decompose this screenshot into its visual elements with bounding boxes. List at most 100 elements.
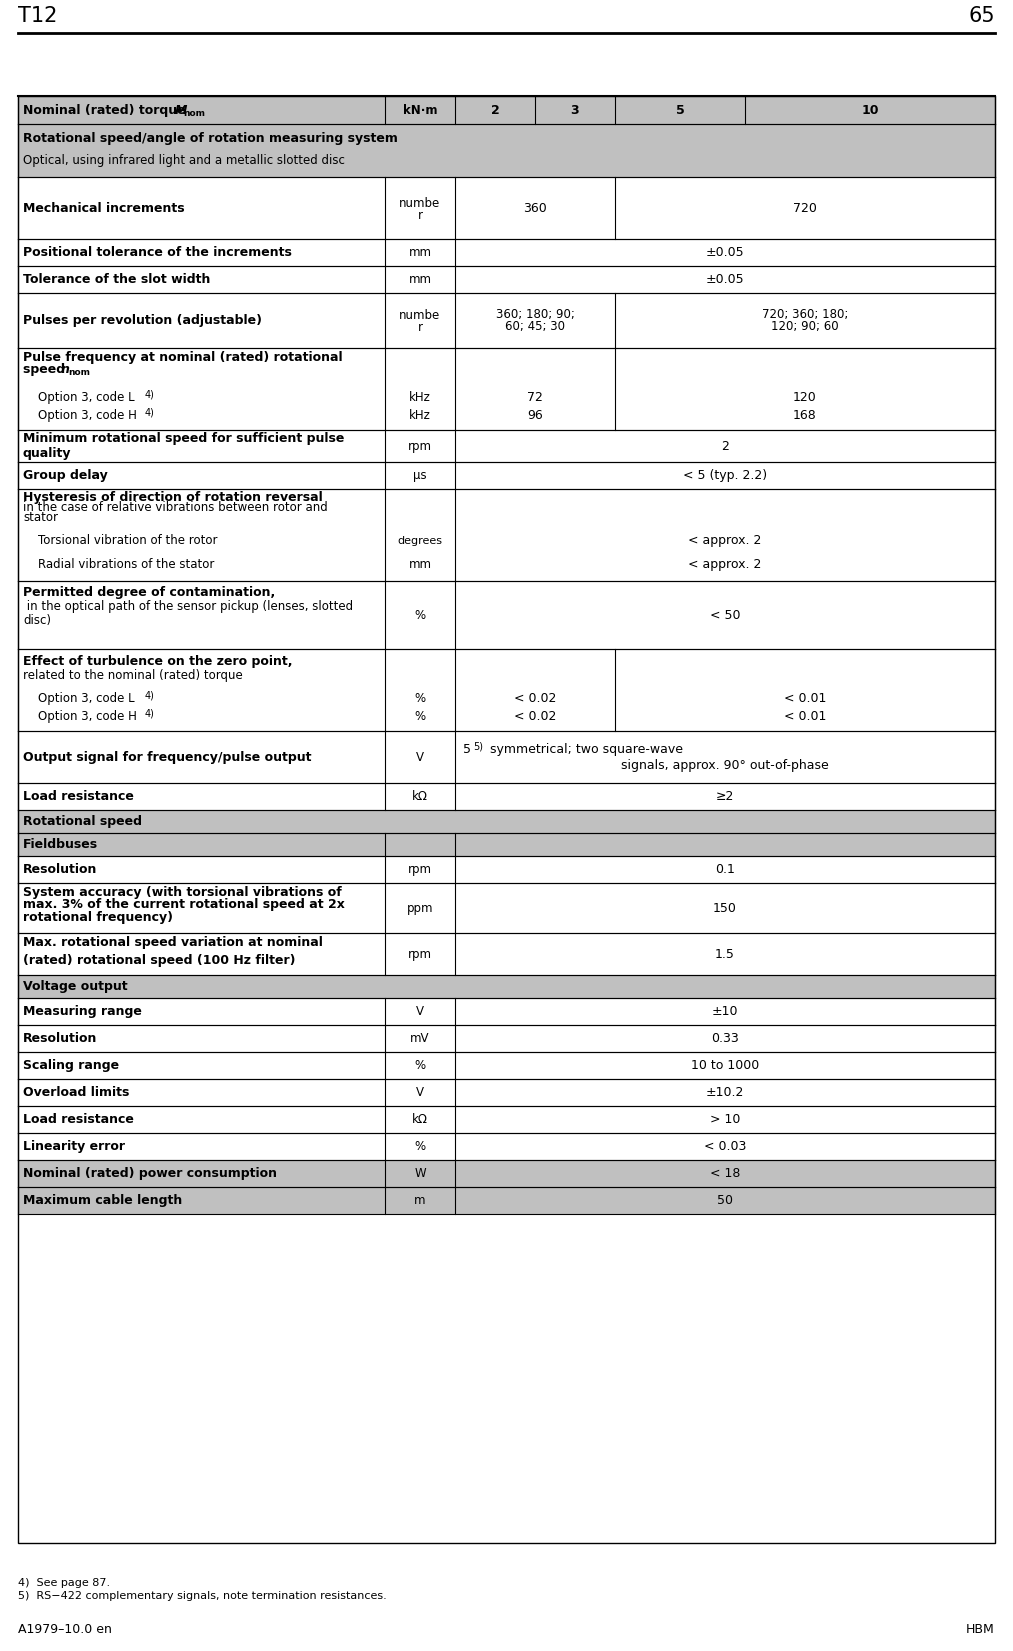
- Bar: [455, 783, 995, 811]
- Bar: [18, 834, 995, 855]
- Text: 120; 90; 60: 120; 90; 60: [771, 320, 839, 334]
- Bar: [385, 1106, 455, 1133]
- Text: Tolerance of the slot width: Tolerance of the slot width: [23, 272, 211, 286]
- Bar: [455, 292, 615, 348]
- Text: in the case of relative vibrations between rotor and: in the case of relative vibrations betwe…: [23, 500, 328, 513]
- Text: quality: quality: [23, 446, 72, 459]
- Text: W: W: [414, 1167, 425, 1180]
- Text: disc): disc): [23, 614, 51, 627]
- Text: Hysteresis of direction of rotation reversal: Hysteresis of direction of rotation reve…: [23, 490, 323, 504]
- Text: Resolution: Resolution: [23, 863, 97, 877]
- Text: 65: 65: [968, 7, 995, 26]
- Text: rotational frequency): rotational frequency): [23, 910, 173, 923]
- Text: < 0.03: < 0.03: [704, 1139, 747, 1152]
- Bar: [385, 1025, 455, 1052]
- Text: max. 3% of the current rotational speed at 2x: max. 3% of the current rotational speed …: [23, 898, 344, 911]
- Bar: [385, 1187, 455, 1213]
- Bar: [455, 462, 995, 489]
- Text: rpm: rpm: [408, 439, 432, 452]
- Text: 4): 4): [145, 390, 155, 400]
- Bar: [18, 348, 385, 429]
- Text: Radial vibrations of the stator: Radial vibrations of the stator: [38, 558, 215, 571]
- Text: Maximum cable length: Maximum cable length: [23, 1194, 182, 1207]
- Bar: [18, 1161, 385, 1187]
- Text: Output signal for frequency/pulse output: Output signal for frequency/pulse output: [23, 751, 312, 763]
- Text: kΩ: kΩ: [412, 789, 428, 802]
- Text: Linearity error: Linearity error: [23, 1139, 125, 1152]
- Text: ±0.05: ±0.05: [706, 246, 745, 259]
- Text: kHz: kHz: [409, 391, 431, 404]
- Bar: [455, 1106, 995, 1133]
- Bar: [615, 292, 995, 348]
- Text: V: V: [416, 1086, 424, 1100]
- Bar: [18, 883, 385, 933]
- Bar: [18, 783, 385, 811]
- Text: in the optical path of the sensor pickup (lenses, slotted: in the optical path of the sensor pickup…: [23, 601, 354, 613]
- Text: 168: 168: [793, 409, 816, 421]
- Bar: [455, 1025, 995, 1052]
- Bar: [18, 266, 385, 292]
- Text: ±0.05: ±0.05: [706, 272, 745, 286]
- Text: 72: 72: [527, 391, 543, 404]
- Bar: [385, 239, 455, 266]
- Text: 96: 96: [527, 409, 543, 421]
- Text: mm: mm: [408, 272, 432, 286]
- Text: 720; 360; 180;: 720; 360; 180;: [762, 309, 848, 320]
- Bar: [18, 96, 995, 1544]
- Text: Pulses per revolution (adjustable): Pulses per revolution (adjustable): [23, 314, 262, 327]
- Text: speed: speed: [23, 363, 70, 376]
- Text: System accuracy (with torsional vibrations of: System accuracy (with torsional vibratio…: [23, 885, 341, 898]
- Text: %: %: [414, 1139, 425, 1152]
- Bar: [385, 855, 455, 883]
- Text: symmetrical; two square-wave: symmetrical; two square-wave: [486, 743, 683, 756]
- Bar: [455, 1133, 995, 1161]
- Text: ±10: ±10: [712, 1005, 738, 1019]
- Bar: [18, 429, 385, 462]
- Text: 0.33: 0.33: [711, 1032, 738, 1045]
- Text: 60; 45; 30: 60; 45; 30: [505, 320, 565, 334]
- Text: Voltage output: Voltage output: [23, 981, 128, 992]
- Text: 3: 3: [570, 104, 579, 117]
- Bar: [455, 239, 995, 266]
- Bar: [455, 348, 615, 429]
- Bar: [385, 783, 455, 811]
- Text: < 5 (typ. 2.2): < 5 (typ. 2.2): [683, 469, 767, 482]
- Bar: [385, 462, 455, 489]
- Text: %: %: [414, 1058, 425, 1071]
- Bar: [18, 976, 995, 997]
- Text: 0.1: 0.1: [715, 863, 735, 877]
- Bar: [615, 649, 995, 731]
- Bar: [455, 1161, 995, 1187]
- Bar: [455, 266, 995, 292]
- Bar: [18, 1187, 385, 1213]
- Text: Nominal (rated) power consumption: Nominal (rated) power consumption: [23, 1167, 277, 1180]
- Bar: [455, 1052, 995, 1080]
- Text: Nominal (rated) torque: Nominal (rated) torque: [23, 104, 190, 117]
- Text: mm: mm: [408, 246, 432, 259]
- Bar: [18, 124, 995, 177]
- Bar: [385, 1133, 455, 1161]
- Bar: [18, 933, 385, 976]
- Bar: [18, 1106, 385, 1133]
- Bar: [385, 266, 455, 292]
- Bar: [455, 731, 995, 783]
- Text: Pulse frequency at nominal (rated) rotational: Pulse frequency at nominal (rated) rotat…: [23, 352, 342, 365]
- Text: Max. rotational speed variation at nominal: Max. rotational speed variation at nomin…: [23, 936, 323, 949]
- Bar: [455, 1187, 995, 1213]
- Text: 50: 50: [717, 1194, 733, 1207]
- Text: V: V: [416, 751, 424, 763]
- Text: A1979–10.0 en: A1979–10.0 en: [18, 1623, 111, 1636]
- Text: Measuring range: Measuring range: [23, 1005, 142, 1019]
- Bar: [455, 429, 995, 462]
- Bar: [385, 581, 455, 649]
- Text: Fieldbuses: Fieldbuses: [23, 839, 98, 850]
- Text: Rotational speed/angle of rotation measuring system: Rotational speed/angle of rotation measu…: [23, 132, 398, 145]
- Bar: [455, 489, 995, 581]
- Bar: [455, 883, 995, 933]
- Bar: [455, 177, 615, 239]
- Text: %: %: [414, 692, 425, 705]
- Text: Load resistance: Load resistance: [23, 1113, 134, 1126]
- Text: n: n: [61, 363, 70, 376]
- Bar: [385, 348, 455, 429]
- Text: ppm: ppm: [407, 901, 434, 915]
